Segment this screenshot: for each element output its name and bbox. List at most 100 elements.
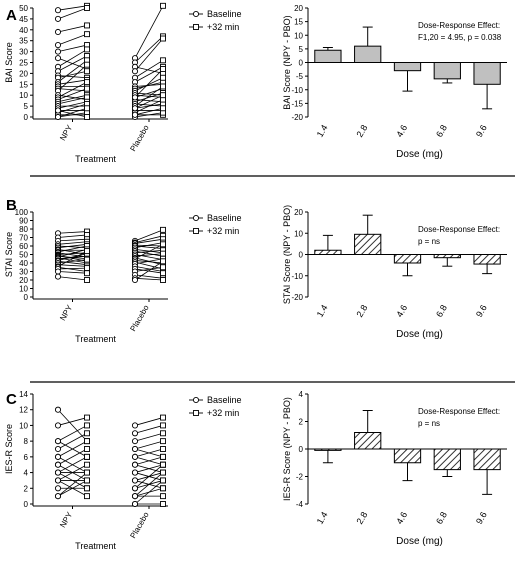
- pair-line: [57, 255, 88, 260]
- pair-line: [57, 245, 88, 249]
- pair-line: [134, 425, 164, 434]
- y-axis-label: BAI Score (NPY - PBO): [282, 15, 292, 109]
- pair-line: [57, 60, 88, 83]
- y-tick-label: 40: [19, 259, 28, 268]
- post-point: [160, 277, 166, 283]
- y-axis-label: IES-R Score: [4, 424, 14, 474]
- pair-line: [57, 88, 88, 100]
- baseline-point: [192, 396, 200, 404]
- x-tick-label: Placebo: [128, 510, 151, 540]
- pair-line: [134, 92, 164, 103]
- pair-line: [134, 112, 164, 118]
- y-tick-label: -20: [291, 113, 303, 122]
- pair-line: [57, 253, 88, 261]
- pair-line: [134, 472, 164, 497]
- post-point: [160, 430, 166, 437]
- post-point: [160, 74, 166, 81]
- y-tick-label: 80: [19, 225, 28, 234]
- x-axis-label: Treatment: [75, 154, 116, 164]
- baseline-point: [54, 273, 62, 280]
- y-tick-label: 10: [294, 31, 303, 40]
- pair-line: [134, 59, 164, 79]
- pair-line: [134, 448, 164, 458]
- pair-line: [57, 234, 88, 238]
- bar: [314, 49, 342, 63]
- post-point: [160, 477, 166, 484]
- y-tick-label: 0: [24, 113, 29, 122]
- x-tick-label: 1.4: [315, 510, 330, 526]
- pair-line: [57, 250, 88, 267]
- pair-line: [134, 456, 164, 466]
- post-point: [84, 46, 90, 53]
- baseline-point: [54, 485, 62, 492]
- y-tick-label: -5: [296, 72, 304, 81]
- pair-line: [57, 480, 88, 497]
- y-tick-label: -15: [291, 99, 303, 108]
- bar-panel-C: -4 -2 0 2 4 IES-R Score (NPY - PBO) 1.4 2.8 4.6 6…: [282, 390, 507, 547]
- pair-line: [57, 409, 88, 442]
- x-tick-label: 9.6: [474, 510, 489, 526]
- baseline-point: [131, 68, 139, 75]
- pair-line: [57, 7, 88, 20]
- scatter-panel-C: C 0 2 4 6 8 10 12 14 IES-R Score NPY Placebo Treatme…: [4, 390, 242, 551]
- bar: [473, 254, 501, 265]
- panel-letter: A: [6, 7, 17, 24]
- pair-line: [57, 64, 88, 92]
- y-tick-label: 15: [294, 18, 303, 27]
- bar: [393, 254, 422, 264]
- post-point: [160, 241, 166, 248]
- baseline-point: [131, 453, 139, 460]
- pair-line: [57, 55, 88, 72]
- post-point: [84, 105, 90, 112]
- y-tick-label: 15: [19, 80, 28, 89]
- post-point: [84, 22, 90, 29]
- legend-post: +32 min: [207, 22, 239, 32]
- baseline-point: [131, 493, 139, 500]
- pair-line: [57, 5, 88, 11]
- pair-line: [134, 245, 164, 249]
- post-point: [160, 501, 166, 507]
- y-tick-label: 8: [24, 437, 29, 446]
- x-axis-label: Treatment: [75, 541, 116, 551]
- baseline-point: [131, 477, 139, 484]
- post-point: [84, 422, 90, 429]
- post-point: [193, 410, 199, 416]
- baseline-point: [131, 430, 139, 437]
- y-axis-label: STAI Score: [4, 232, 14, 277]
- baseline-point: [54, 477, 62, 484]
- x-tick-label: NPY: [58, 303, 74, 322]
- y-tick-label: -10: [291, 86, 303, 95]
- y-tick-label: 0: [299, 59, 304, 68]
- baseline-point: [131, 500, 139, 508]
- post-point: [160, 438, 166, 445]
- baseline-point: [54, 268, 62, 275]
- post-point: [84, 453, 90, 460]
- y-tick-label: 20: [19, 276, 28, 285]
- pair-line: [57, 243, 88, 249]
- y-tick-label: 10: [19, 421, 28, 430]
- pair-line: [57, 101, 88, 109]
- post-point: [84, 256, 90, 263]
- y-tick-label: 5: [24, 102, 29, 111]
- pair-line: [57, 257, 88, 264]
- pair-line: [134, 266, 164, 272]
- post-point: [160, 446, 166, 452]
- x-tick-label: 4.6: [394, 123, 409, 139]
- post-point: [160, 485, 166, 492]
- pair-line: [57, 266, 88, 272]
- baseline-point: [54, 42, 62, 49]
- baseline-point: [192, 10, 200, 18]
- post-point: [84, 114, 90, 120]
- legend-baseline: Baseline: [207, 9, 242, 19]
- y-tick-label: 4: [24, 469, 29, 478]
- bar: [354, 233, 382, 255]
- post-point: [160, 35, 166, 42]
- baseline-point: [54, 445, 62, 453]
- y-tick-label: 2: [299, 418, 304, 427]
- baseline-point: [131, 111, 139, 118]
- x-tick-label: 2.8: [355, 510, 370, 526]
- baseline-point: [131, 105, 139, 112]
